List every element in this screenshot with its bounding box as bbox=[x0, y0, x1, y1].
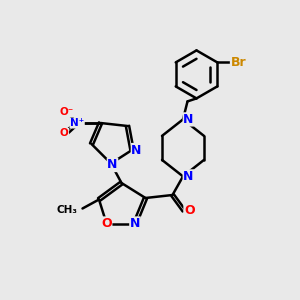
Text: Br: Br bbox=[230, 56, 246, 69]
Text: N⁺: N⁺ bbox=[70, 118, 84, 128]
Text: CH₃: CH₃ bbox=[56, 205, 77, 215]
Text: N: N bbox=[107, 158, 118, 172]
Text: N: N bbox=[183, 113, 194, 126]
Text: O⁻: O⁻ bbox=[59, 106, 74, 117]
Text: N: N bbox=[183, 170, 194, 183]
Text: O: O bbox=[101, 217, 112, 230]
Text: O: O bbox=[60, 128, 69, 139]
Text: N: N bbox=[130, 217, 140, 230]
Text: O: O bbox=[184, 204, 195, 217]
Text: N: N bbox=[131, 143, 142, 157]
